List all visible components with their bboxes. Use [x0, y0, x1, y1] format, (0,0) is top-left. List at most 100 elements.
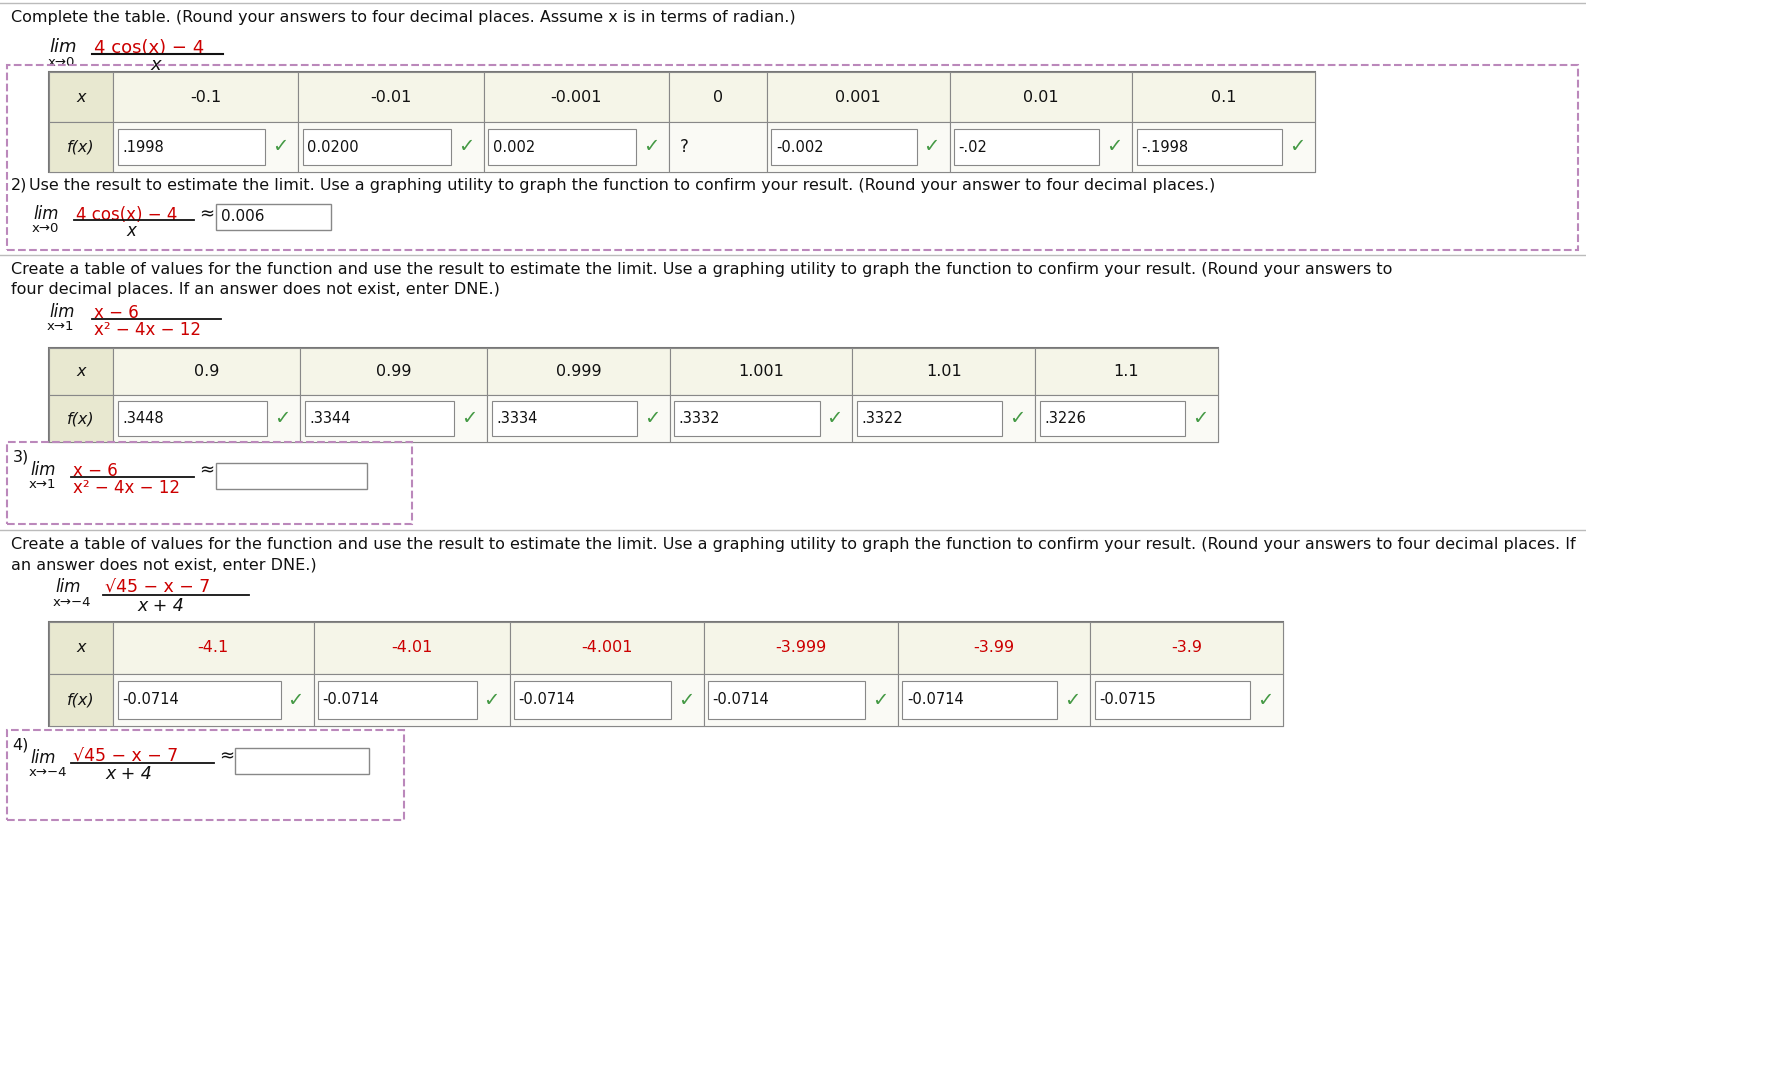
- Bar: [954, 129, 1100, 164]
- Text: 0.002: 0.002: [493, 140, 534, 155]
- Bar: [509, 674, 703, 726]
- Text: x + 4: x + 4: [105, 765, 153, 783]
- Text: ✓: ✓: [1257, 690, 1273, 710]
- Text: -0.001: -0.001: [550, 90, 602, 105]
- Text: ≈: ≈: [199, 204, 215, 223]
- Bar: [301, 348, 488, 395]
- Text: -.1998: -.1998: [1141, 140, 1189, 155]
- Bar: [7, 65, 1579, 250]
- Text: -0.01: -0.01: [370, 90, 411, 105]
- Text: ✓: ✓: [872, 690, 888, 710]
- Text: ≈: ≈: [199, 461, 215, 479]
- Text: -4.001: -4.001: [580, 641, 632, 656]
- Text: -0.0714: -0.0714: [518, 692, 575, 708]
- Bar: [488, 129, 635, 164]
- Bar: [7, 443, 413, 524]
- Text: an answer does not exist, enter DNE.): an answer does not exist, enter DNE.): [11, 557, 317, 572]
- Text: four decimal places. If an answer does not exist, enter DNE.): four decimal places. If an answer does n…: [11, 282, 500, 296]
- Bar: [488, 348, 669, 395]
- Bar: [50, 348, 1218, 443]
- Text: -0.0715: -0.0715: [1100, 692, 1155, 708]
- Text: .3344: .3344: [310, 411, 351, 426]
- Text: x − 6: x − 6: [94, 304, 139, 322]
- Bar: [853, 348, 1036, 395]
- Text: x: x: [126, 222, 137, 240]
- Bar: [675, 401, 819, 436]
- Bar: [114, 122, 299, 172]
- Text: Create a table of values for the function and use the result to estimate the lim: Create a table of values for the functio…: [11, 537, 1575, 552]
- Text: 1.001: 1.001: [739, 364, 785, 379]
- Text: ✓: ✓: [924, 137, 940, 157]
- Bar: [1036, 395, 1218, 443]
- Text: -3.99: -3.99: [974, 641, 1015, 656]
- Bar: [1132, 122, 1315, 172]
- Bar: [301, 395, 488, 443]
- Bar: [1132, 72, 1315, 122]
- Bar: [1137, 129, 1282, 164]
- Text: ✓: ✓: [643, 137, 659, 157]
- Text: ✓: ✓: [272, 137, 288, 157]
- Text: x→−4: x→−4: [28, 766, 68, 779]
- Text: x + 4: x + 4: [137, 597, 183, 615]
- Bar: [117, 401, 267, 436]
- Text: √45 − x − 7: √45 − x − 7: [73, 748, 178, 766]
- Bar: [114, 622, 313, 674]
- Text: 3): 3): [12, 450, 28, 465]
- Text: -3.9: -3.9: [1171, 641, 1202, 656]
- Bar: [897, 622, 1091, 674]
- Bar: [50, 395, 114, 443]
- Text: 0.999: 0.999: [555, 364, 602, 379]
- Text: ✓: ✓: [484, 690, 500, 710]
- Bar: [235, 748, 368, 774]
- Text: 1.1: 1.1: [1114, 364, 1139, 379]
- Bar: [114, 72, 299, 122]
- Bar: [313, 674, 509, 726]
- Bar: [1091, 674, 1283, 726]
- Bar: [488, 395, 669, 443]
- Text: lim: lim: [50, 38, 77, 56]
- Bar: [1095, 681, 1250, 720]
- Bar: [669, 395, 853, 443]
- Text: ?: ?: [680, 138, 689, 156]
- Text: -0.0714: -0.0714: [712, 692, 769, 708]
- Bar: [949, 122, 1132, 172]
- Bar: [117, 681, 281, 720]
- Bar: [299, 72, 484, 122]
- Text: -0.0714: -0.0714: [123, 692, 178, 708]
- Text: lim: lim: [34, 204, 59, 223]
- Bar: [703, 622, 897, 674]
- Bar: [50, 674, 114, 726]
- Bar: [767, 122, 949, 172]
- Text: ✓: ✓: [288, 690, 304, 710]
- Bar: [114, 395, 301, 443]
- Text: 4): 4): [12, 738, 28, 753]
- Text: ✓: ✓: [678, 690, 694, 710]
- Bar: [708, 681, 865, 720]
- Text: .3448: .3448: [123, 411, 164, 426]
- Text: ✓: ✓: [274, 409, 290, 428]
- Text: f(x): f(x): [68, 411, 94, 426]
- Bar: [114, 348, 301, 395]
- Bar: [304, 401, 454, 436]
- Bar: [949, 72, 1132, 122]
- Bar: [669, 72, 767, 122]
- Bar: [703, 674, 897, 726]
- Text: ✓: ✓: [644, 409, 660, 428]
- Text: Create a table of values for the function and use the result to estimate the lim: Create a table of values for the functio…: [11, 262, 1392, 277]
- Text: .3332: .3332: [678, 411, 721, 426]
- Bar: [215, 204, 331, 230]
- Bar: [50, 72, 114, 122]
- Text: ≈: ≈: [219, 747, 235, 765]
- Bar: [319, 681, 477, 720]
- Text: ✓: ✓: [1009, 409, 1025, 428]
- Text: 1.01: 1.01: [926, 364, 961, 379]
- Text: x² − 4x − 12: x² − 4x − 12: [94, 321, 201, 339]
- Text: ✓: ✓: [826, 409, 844, 428]
- Text: f(x): f(x): [68, 692, 94, 708]
- Text: ✓: ✓: [1105, 137, 1123, 157]
- Text: -4.01: -4.01: [392, 641, 433, 656]
- Bar: [215, 463, 367, 489]
- Bar: [1040, 401, 1185, 436]
- Text: -0.002: -0.002: [776, 140, 824, 155]
- Bar: [117, 129, 265, 164]
